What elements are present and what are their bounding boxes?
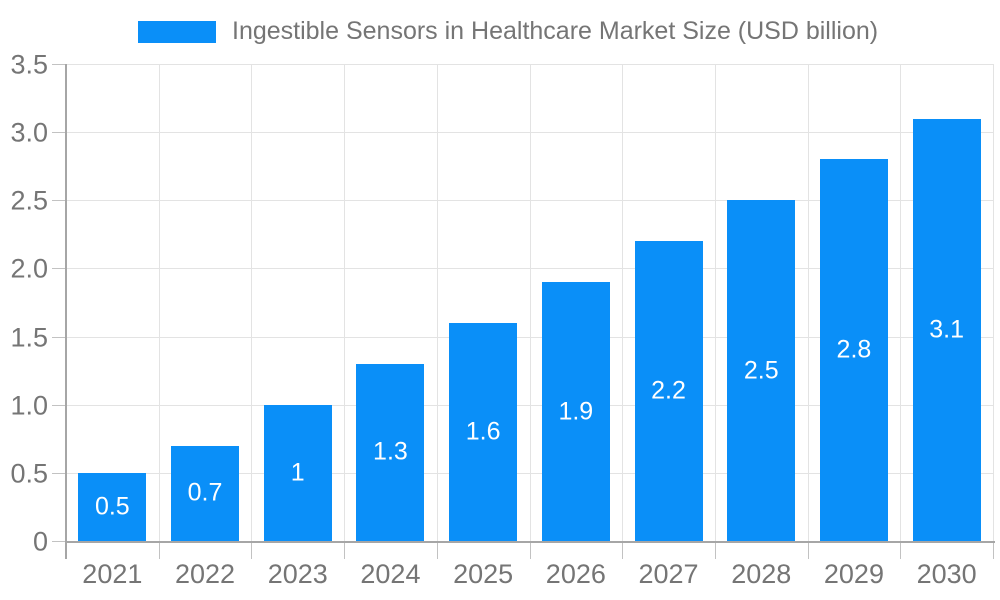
- x-axis-tick: [714, 543, 716, 559]
- y-axis-tick: [52, 268, 66, 270]
- x-axis-tick: [251, 543, 253, 559]
- x-axis-label: 2026: [545, 559, 606, 589]
- legend-swatch: [138, 20, 216, 43]
- bar-2027: 2.2: [634, 241, 703, 541]
- x-axis-label: 2021: [82, 559, 143, 589]
- bar-value-label: 1.9: [558, 397, 594, 426]
- y-axis-tick: [52, 404, 66, 406]
- x-axis-label: 2029: [823, 559, 884, 589]
- bar-2030: 3.1: [912, 118, 981, 541]
- y-axis-label: 0.5: [10, 458, 48, 489]
- gridline-vertical: [529, 64, 531, 541]
- gridline-vertical: [900, 64, 902, 541]
- bar-value-label: 3.1: [929, 315, 965, 344]
- gridline-vertical: [993, 64, 994, 541]
- x-axis-tick: [436, 543, 438, 559]
- bar-value-label: 1.3: [373, 437, 408, 466]
- bar-value-label: 2.8: [836, 335, 872, 364]
- y-axis-label: 1.0: [10, 390, 48, 421]
- gridline-vertical: [807, 64, 809, 541]
- y-axis-tick: [52, 336, 66, 338]
- x-axis-tick: [993, 543, 994, 559]
- y-axis-line: [65, 64, 67, 559]
- gridline-vertical: [436, 64, 438, 541]
- gridline-vertical: [158, 64, 160, 541]
- bar-value-label: 1: [290, 458, 305, 487]
- bar-2024: 1.3: [356, 363, 425, 541]
- bar-2021: 0.5: [78, 472, 147, 541]
- y-axis-label: 3.0: [10, 117, 48, 148]
- x-axis-label: 2030: [916, 559, 977, 589]
- gridline-vertical: [714, 64, 716, 541]
- bar-value-label: 1.6: [465, 417, 501, 446]
- x-axis-label: 2023: [267, 559, 328, 589]
- bar-2022: 0.7: [171, 445, 240, 541]
- x-axis-label: 2027: [638, 559, 699, 589]
- y-axis-label: 2.0: [10, 253, 48, 284]
- bar-2028: 2.5: [727, 200, 796, 541]
- bar-value-label: 2.5: [743, 356, 779, 385]
- x-axis-tick: [158, 543, 160, 559]
- y-axis-tick: [52, 64, 66, 65]
- x-axis-line: [65, 541, 995, 543]
- gridline-vertical: [251, 64, 253, 541]
- x-axis-tick: [807, 543, 809, 559]
- y-axis-label: 0: [32, 526, 48, 557]
- bar-2029: 2.8: [819, 159, 888, 541]
- x-axis-label: 2025: [453, 559, 514, 589]
- legend[interactable]: Ingestible Sensors in Healthcare Market …: [138, 17, 878, 46]
- gridline-vertical: [344, 64, 346, 541]
- y-axis-tick: [52, 541, 66, 542]
- legend-label: Ingestible Sensors in Healthcare Market …: [232, 17, 879, 45]
- y-axis-tick: [52, 200, 66, 202]
- bar-2023: 1: [263, 404, 332, 541]
- y-axis-tick: [52, 472, 66, 474]
- bar-2026: 1.9: [541, 282, 610, 541]
- x-axis-label: 2022: [175, 559, 236, 589]
- x-axis-label: 2028: [731, 559, 792, 589]
- gridline-vertical: [622, 64, 624, 541]
- y-axis-tick: [52, 132, 66, 134]
- bar-value-label: 0.7: [187, 478, 223, 507]
- y-axis-label: 3.5: [10, 49, 48, 80]
- x-axis-tick: [622, 543, 624, 559]
- bar-value-label: 0.5: [94, 492, 130, 521]
- bar-2025: 1.6: [449, 322, 518, 541]
- y-axis-label: 1.5: [10, 322, 48, 353]
- x-axis-tick: [900, 543, 902, 559]
- x-axis-tick: [529, 543, 531, 559]
- y-axis-label: 2.5: [10, 185, 48, 216]
- x-axis-label: 2024: [360, 559, 421, 589]
- bar-value-label: 2.2: [651, 376, 686, 405]
- x-axis-tick: [344, 543, 346, 559]
